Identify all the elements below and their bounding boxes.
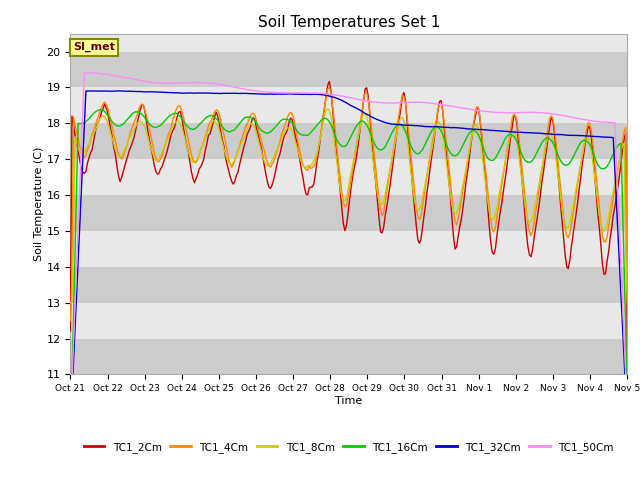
Bar bbox=[70, 303, 627, 338]
Bar bbox=[70, 195, 627, 231]
Bar bbox=[70, 51, 627, 87]
Bar bbox=[70, 338, 627, 374]
Bar bbox=[70, 123, 627, 159]
Bar bbox=[70, 231, 627, 267]
Bar bbox=[70, 159, 627, 195]
Legend: TC1_2Cm, TC1_4Cm, TC1_8Cm, TC1_16Cm, TC1_32Cm, TC1_50Cm: TC1_2Cm, TC1_4Cm, TC1_8Cm, TC1_16Cm, TC1… bbox=[79, 438, 618, 457]
X-axis label: Time: Time bbox=[335, 396, 362, 406]
Title: Soil Temperatures Set 1: Soil Temperatures Set 1 bbox=[258, 15, 440, 30]
Bar bbox=[70, 87, 627, 123]
Bar bbox=[70, 267, 627, 303]
Text: SI_met: SI_met bbox=[73, 42, 115, 52]
Y-axis label: Soil Temperature (C): Soil Temperature (C) bbox=[34, 147, 44, 261]
